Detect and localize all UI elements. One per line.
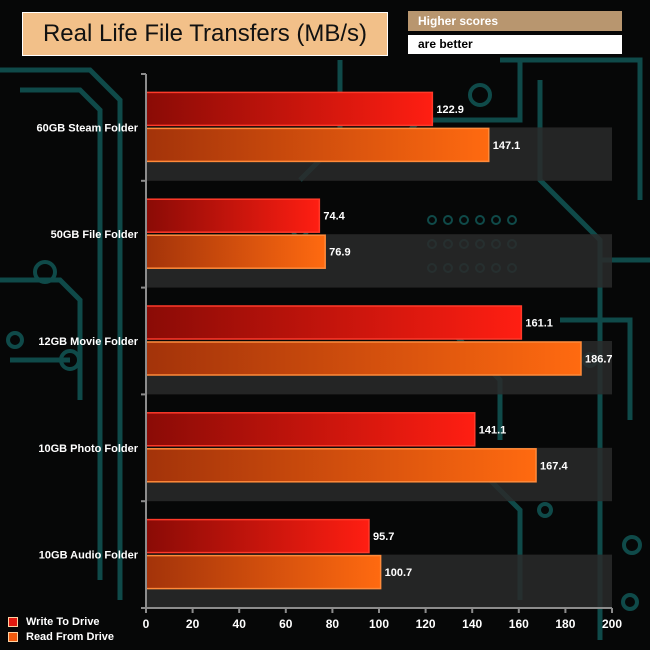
axes-layer: 0 20 40 60 80 100 120 140 160 180 200 [141,73,622,631]
circuit-node-2 [59,349,81,371]
x-tick-label: 100 [369,617,389,631]
chart-title: Real Life File Transfers (MB/s) [22,12,388,56]
legend-item-write: Write To Drive [8,614,114,629]
bar-read [145,554,382,590]
circuit-node-0 [33,260,57,284]
circuit-trace-2 [0,277,83,400]
circuit-trace-3 [500,57,643,200]
category-label: 12GB Movie Folder [38,336,138,348]
bar-read [145,341,582,376]
circuit-node-4 [622,535,642,555]
higher-scores-note: Higher scores [408,11,622,31]
x-tick-label: 120 [416,617,436,631]
bar-read [145,127,490,163]
bar-write [145,412,476,447]
data-label: 74.4 [323,211,345,223]
circuit-dot [459,215,469,225]
legend: Write To Drive Read From Drive [8,614,114,644]
bar-write [145,305,523,340]
bars-layer: 122.9 147.1 60GB Steam Folder 74.4 76.9 50GB … [37,91,613,590]
circuit-node-1 [6,331,24,349]
circuit-dot [443,215,453,225]
circuit-node-5 [621,593,639,611]
x-tick-label: 60 [279,617,293,631]
data-label: 147.1 [493,140,521,152]
circuit-trace-0 [0,67,123,600]
circuit-dot [491,215,501,225]
legend-swatch-read [8,631,18,642]
data-label: 95.7 [373,531,394,543]
bar-write [145,198,321,233]
x-tick-label: 80 [326,617,340,631]
data-label: 167.4 [540,460,568,472]
circuit-dot [475,215,485,225]
x-tick-label: 200 [602,617,622,631]
x-tick-label: 0 [143,617,150,631]
legend-swatch-write [8,616,18,627]
bar-read [145,448,537,483]
category-label: 10GB Audio Folder [39,550,139,562]
data-label: 186.7 [585,354,613,366]
category-label: 10GB Photo Folder [38,443,138,455]
data-label: 100.7 [385,567,413,579]
bar-write [145,91,434,127]
circuit-node-3 [537,502,553,518]
circuit-dot [427,215,437,225]
bar-read [145,234,326,269]
category-label: 50GB File Folder [51,229,139,241]
x-tick-label: 20 [186,617,200,631]
circuit-node-7 [468,83,492,107]
data-label: 161.1 [525,318,553,330]
data-label: 141.1 [479,424,507,436]
circuit-dot [507,215,517,225]
x-tick-label: 140 [462,617,482,631]
x-tick-label: 40 [233,617,247,631]
circuit-trace-1 [20,87,103,580]
bar-write [145,518,370,554]
x-tick-label: 160 [509,617,529,631]
circuit-trace-7 [560,317,633,420]
legend-label-write: Write To Drive [26,615,100,628]
x-tick-label: 180 [555,617,575,631]
are-better-note: are better [408,35,622,54]
category-label: 60GB Steam Folder [37,122,139,134]
data-label: 122.9 [436,104,464,116]
legend-item-read: Read From Drive [8,629,114,644]
data-label: 76.9 [329,247,350,259]
legend-label-read: Read From Drive [26,630,115,643]
